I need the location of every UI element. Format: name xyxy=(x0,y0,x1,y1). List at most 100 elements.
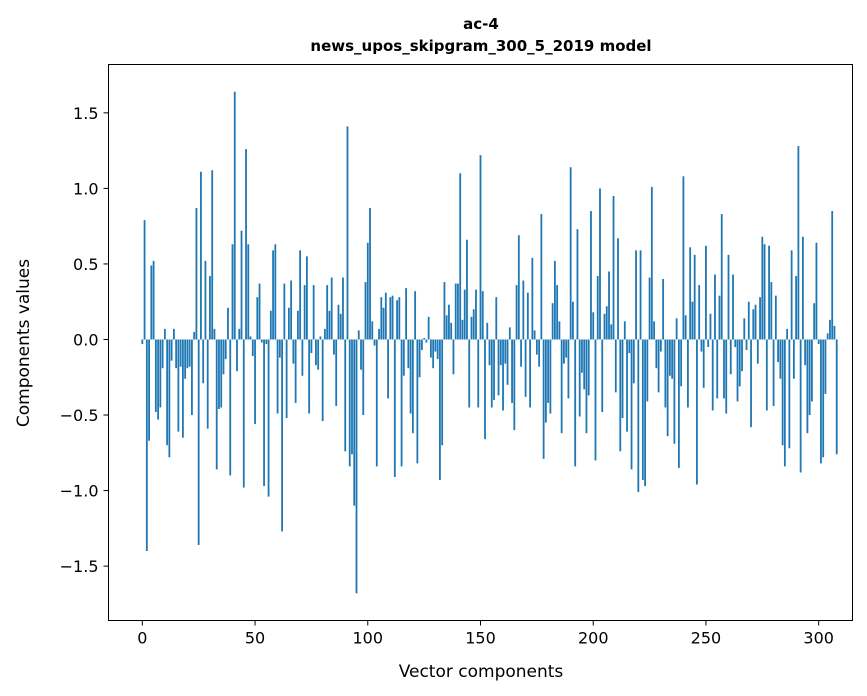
bar xyxy=(254,339,256,425)
bar xyxy=(678,339,680,468)
bar xyxy=(499,339,502,366)
bar xyxy=(774,295,777,340)
bar xyxy=(213,328,216,340)
bar xyxy=(696,339,698,485)
bar xyxy=(240,230,243,340)
bar xyxy=(396,300,398,340)
bar xyxy=(637,339,640,493)
bar xyxy=(538,339,541,367)
bar xyxy=(488,339,491,366)
bar xyxy=(430,339,432,358)
bar xyxy=(542,339,545,459)
bar xyxy=(154,339,157,412)
bar xyxy=(159,339,162,408)
bar xyxy=(276,339,279,414)
bar xyxy=(463,289,466,340)
bar xyxy=(407,339,410,369)
bar xyxy=(533,330,536,340)
bar xyxy=(495,297,498,340)
bar xyxy=(283,283,286,340)
bar xyxy=(689,247,692,340)
bar xyxy=(718,295,721,340)
bar xyxy=(813,303,816,340)
bar xyxy=(596,276,599,340)
bar xyxy=(209,276,211,340)
bar xyxy=(321,339,324,422)
chart-subtitle: news_upos_skipgram_300_5_2019 model xyxy=(310,37,651,55)
bar xyxy=(326,285,329,340)
bar xyxy=(193,331,196,340)
bar xyxy=(673,339,676,444)
bar xyxy=(768,245,770,340)
bar xyxy=(366,242,369,340)
bar xyxy=(657,339,660,393)
bar xyxy=(630,339,633,470)
bar xyxy=(310,339,313,354)
bar xyxy=(256,297,259,340)
bar xyxy=(466,239,468,340)
bar xyxy=(569,167,572,340)
bar xyxy=(781,339,784,446)
bar xyxy=(206,339,209,429)
bar xyxy=(400,339,403,467)
bar xyxy=(526,292,529,340)
bar xyxy=(414,291,417,340)
bar xyxy=(229,339,232,476)
bar xyxy=(274,244,277,340)
bar xyxy=(754,304,757,340)
bar xyxy=(481,291,484,340)
bar xyxy=(231,244,234,340)
bar xyxy=(632,339,635,384)
bar xyxy=(443,282,446,340)
bar xyxy=(623,321,626,340)
bar xyxy=(662,279,665,340)
bar xyxy=(186,339,189,369)
y-tick-label: −1.0 xyxy=(60,482,99,501)
bar xyxy=(653,321,655,340)
x-tick-label: 300 xyxy=(803,629,834,648)
bar xyxy=(763,244,766,340)
bar xyxy=(668,339,671,376)
bar xyxy=(635,250,637,340)
bar xyxy=(709,313,712,340)
bar xyxy=(549,339,552,414)
bar xyxy=(765,339,768,411)
bar xyxy=(659,339,662,352)
bar xyxy=(684,315,687,340)
bar xyxy=(648,277,651,340)
bar xyxy=(475,289,477,340)
bar xyxy=(382,307,385,340)
bar xyxy=(603,313,606,340)
bar xyxy=(714,274,716,340)
bar xyxy=(339,313,342,340)
bar xyxy=(515,285,518,340)
bar xyxy=(497,339,500,396)
bar xyxy=(486,322,489,340)
bar xyxy=(197,339,200,545)
y-tick-label: 1.5 xyxy=(73,104,98,123)
bar xyxy=(380,297,383,340)
bar xyxy=(344,339,347,452)
bar xyxy=(529,339,531,408)
bar xyxy=(815,242,818,340)
bar xyxy=(617,238,619,340)
bar xyxy=(484,339,486,440)
bar xyxy=(675,318,678,340)
bar xyxy=(369,208,371,340)
bar xyxy=(743,318,746,340)
bar xyxy=(522,280,525,340)
bar xyxy=(182,339,184,438)
bar xyxy=(698,285,701,340)
bar xyxy=(191,339,193,416)
bar xyxy=(619,339,622,452)
bar xyxy=(797,146,800,340)
bar xyxy=(200,171,202,340)
bar xyxy=(290,280,293,340)
bar xyxy=(558,321,561,340)
bar xyxy=(729,339,732,375)
bar xyxy=(581,339,583,373)
bar xyxy=(716,339,719,399)
bar xyxy=(508,327,511,340)
bar xyxy=(461,319,464,340)
bar xyxy=(357,330,360,340)
